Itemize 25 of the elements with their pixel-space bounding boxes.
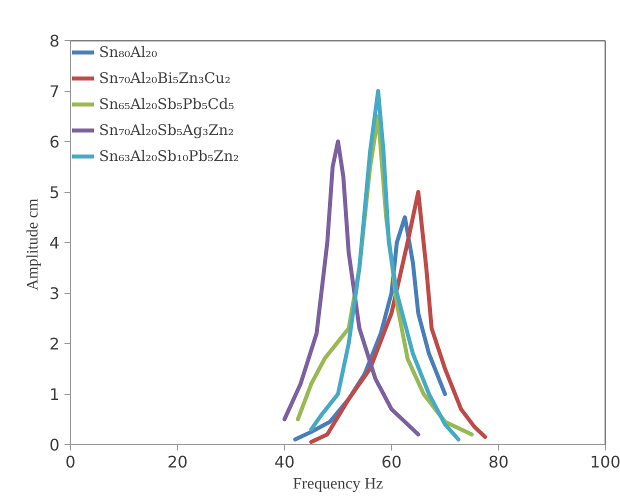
legend-label: Sn₈₀Al₂₀ — [99, 44, 158, 60]
y-tick-label: 8 — [49, 32, 60, 50]
line-series — [282, 140, 420, 436]
legend-label: Sn₆₅Al₂₀Sb₅Pb₅Cd₅ — [99, 96, 234, 112]
line-series — [309, 190, 488, 444]
y-tick-label: 5 — [49, 183, 60, 202]
legend-label: Sn₇₀Al₂₀Bi₅Zn₃Cu₂ — [99, 70, 231, 86]
x-tick-label: 20 — [167, 452, 188, 472]
y-tick-label: 0 — [49, 436, 60, 454]
y-tick-label: 7 — [49, 82, 60, 101]
y-tick-label: 2 — [49, 334, 60, 354]
x-tick-label: 80 — [488, 452, 509, 472]
x-tick-label: 100 — [590, 452, 620, 472]
y-tick-label: 6 — [49, 132, 60, 152]
legend-label: Sn₇₀Al₂₀Sb₅Ag₃Zn₂ — [99, 122, 234, 138]
x-tick-label: 40 — [274, 452, 295, 472]
x-tick-label: 60 — [381, 452, 402, 472]
y-axis-title: Amplitude cm — [24, 198, 42, 290]
x-tick-label: 0 — [65, 452, 76, 472]
x-axis-title: Frequency Hz — [292, 476, 384, 492]
line-series — [309, 89, 460, 442]
y-tick-label: 3 — [49, 284, 60, 303]
legend-label: Sn₆₃Al₂₀Sb₁₀Pb₅Zn₂ — [99, 148, 240, 164]
y-tick-label: 4 — [49, 234, 60, 252]
y-tick-label: 1 — [49, 385, 60, 404]
